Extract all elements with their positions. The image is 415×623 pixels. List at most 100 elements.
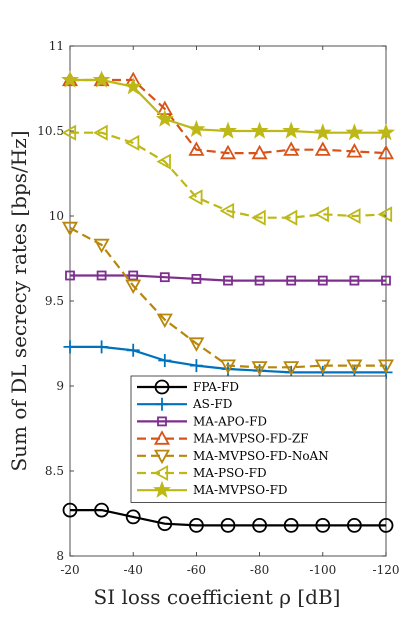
y-tick-label: 8.5 [45, 464, 64, 478]
legend-entry: AS-FD [137, 397, 232, 411]
series-ma-mvpso-fd-noan [61, 221, 395, 376]
series-ma-pso-fd [61, 124, 393, 226]
series-layer [60, 70, 396, 533]
data-point [251, 144, 268, 160]
legend-label: MA-APO-FD [193, 414, 267, 428]
series-line [70, 78, 387, 155]
data-point [377, 359, 395, 374]
data-point [96, 270, 107, 281]
x-tick-label: -100 [309, 563, 336, 577]
data-point [62, 502, 78, 518]
legend-marker [152, 480, 172, 498]
data-point [345, 123, 364, 141]
data-point [125, 509, 141, 525]
data-point [378, 518, 394, 533]
data-point [124, 134, 140, 151]
data-point [125, 279, 142, 295]
data-point [283, 361, 300, 376]
legend-marker [157, 416, 167, 427]
data-point [219, 202, 235, 219]
legend-label: MA-MVPSO-FD-NoAN [193, 449, 329, 463]
data-point [314, 206, 329, 223]
data-point [60, 70, 80, 88]
data-point [377, 206, 393, 223]
x-tick-label: -80 [250, 563, 269, 577]
data-point [65, 270, 75, 281]
legend-label: AS-FD [192, 397, 232, 411]
legend-marker [153, 449, 171, 465]
data-point [251, 361, 268, 376]
data-point [126, 343, 140, 357]
data-point [159, 272, 170, 283]
data-point [124, 77, 143, 95]
data-point [376, 123, 396, 141]
x-tick-label: -20 [60, 563, 79, 577]
data-point [189, 359, 203, 373]
data-point [250, 121, 269, 139]
data-point [156, 313, 173, 329]
legend-entry: MA-PSO-FD [137, 464, 267, 482]
x-tick-label: -120 [373, 563, 400, 577]
data-point [156, 153, 171, 170]
data-point [157, 516, 173, 532]
data-point [158, 354, 172, 367]
legend-marker [154, 379, 170, 395]
legend-entry: FPA-FD [137, 379, 239, 395]
legend-label: MA-PSO-FD [193, 466, 267, 480]
y-tick-label: 10 [49, 209, 64, 223]
x-axis-ticks: -20 -40 -60 -80 -100 -120 [60, 46, 399, 577]
series-line [69, 226, 386, 369]
y-tick-label: 11 [49, 39, 64, 53]
legend-label: MA-MVPSO-FD-ZF [193, 432, 308, 446]
series-fpa-fd [62, 502, 394, 533]
data-point [346, 359, 363, 374]
y-tick-label: 9.5 [45, 294, 64, 308]
data-point [188, 518, 204, 533]
x-tick-label: -60 [187, 563, 206, 577]
data-point [314, 359, 331, 374]
data-point [93, 124, 108, 141]
data-point [282, 209, 298, 226]
y-axis-label: Sum of DL secrecy rates [bps/Hz] [7, 130, 31, 471]
legend-label: MA-MVPSO-FD [193, 483, 288, 497]
legend-label: FPA-FD [193, 380, 239, 394]
y-tick-label: 9 [56, 379, 64, 393]
legend-entry: MA-APO-FD [137, 414, 267, 428]
data-point [381, 275, 391, 286]
series-line [70, 509, 386, 527]
data-point [254, 275, 265, 286]
data-point [346, 518, 362, 533]
data-point [317, 275, 328, 286]
y-tick-label: 8 [56, 549, 64, 563]
series-line [70, 131, 387, 219]
data-point [282, 121, 301, 139]
legend-entry: MA-MVPSO-FD-ZF [137, 430, 308, 446]
data-point [286, 275, 297, 286]
data-point [128, 270, 139, 281]
data-point [188, 141, 205, 156]
data-point [155, 109, 174, 127]
series-ma-mvpso-fd [60, 70, 396, 141]
data-point [63, 340, 77, 354]
data-point [314, 141, 331, 156]
data-point [283, 518, 299, 533]
y-axis-ticks: 8 8.5 9 9.5 10 10.5 11 [37, 39, 386, 563]
data-point [223, 275, 233, 286]
data-point [220, 518, 236, 533]
data-point [251, 209, 266, 226]
x-axis-label: SI loss coefficient ρ [dB] [94, 585, 341, 609]
data-point [252, 518, 268, 533]
series-line [70, 274, 386, 282]
series-ma-apo-fd [65, 270, 391, 286]
data-point [346, 143, 363, 158]
data-point [313, 123, 332, 141]
data-point [346, 207, 361, 225]
data-point [187, 119, 206, 137]
data-point [94, 502, 109, 518]
data-point [61, 124, 77, 141]
data-point [95, 340, 109, 354]
legend-marker [155, 397, 169, 411]
data-point [315, 518, 331, 533]
data-point [283, 141, 300, 156]
